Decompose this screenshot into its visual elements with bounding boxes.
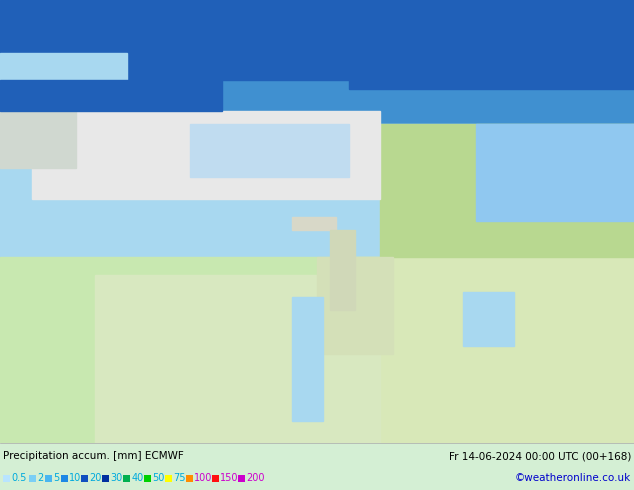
Bar (317, 257, 393, 354)
Text: 5: 5 (53, 473, 59, 483)
Bar (380, 124, 634, 257)
Bar (330, 230, 355, 310)
Text: 50: 50 (152, 473, 164, 483)
Bar (165, 475, 172, 482)
Bar (349, 257, 634, 443)
Bar (29, 475, 36, 482)
Text: 40: 40 (131, 473, 143, 483)
Text: 0.5: 0.5 (11, 473, 27, 483)
Bar (212, 475, 219, 482)
Text: Precipitation accum. [mm] ECMWF: Precipitation accum. [mm] ECMWF (3, 451, 184, 461)
Bar (0, 53, 127, 98)
Bar (0, 102, 76, 169)
Text: ©weatheronline.co.uk: ©weatheronline.co.uk (515, 473, 631, 483)
Bar (0, 257, 476, 443)
Text: 100: 100 (194, 473, 212, 483)
Text: 75: 75 (173, 473, 186, 483)
Bar (0, 80, 222, 111)
Bar (32, 111, 380, 199)
Bar (292, 217, 336, 230)
Text: 30: 30 (110, 473, 122, 483)
Bar (0, 0, 634, 124)
Bar (190, 124, 349, 177)
Bar (238, 475, 245, 482)
Text: Fr 14-06-2024 00:00 UTC (00+168): Fr 14-06-2024 00:00 UTC (00+168) (449, 451, 631, 461)
Bar (81, 475, 88, 482)
Bar (123, 475, 130, 482)
Text: 200: 200 (246, 473, 264, 483)
Text: 10: 10 (68, 473, 81, 483)
Text: 20: 20 (89, 473, 102, 483)
Text: 150: 150 (220, 473, 238, 483)
Bar (45, 475, 52, 482)
Bar (3, 475, 10, 482)
Bar (95, 274, 380, 443)
Bar (186, 475, 193, 482)
Bar (463, 293, 514, 345)
Bar (349, 67, 634, 89)
Bar (476, 124, 634, 221)
Bar (292, 297, 323, 421)
Bar (144, 475, 151, 482)
Bar (60, 475, 67, 482)
Text: 2: 2 (37, 473, 43, 483)
Bar (0, 124, 634, 257)
Bar (102, 475, 109, 482)
Bar (0, 0, 634, 80)
